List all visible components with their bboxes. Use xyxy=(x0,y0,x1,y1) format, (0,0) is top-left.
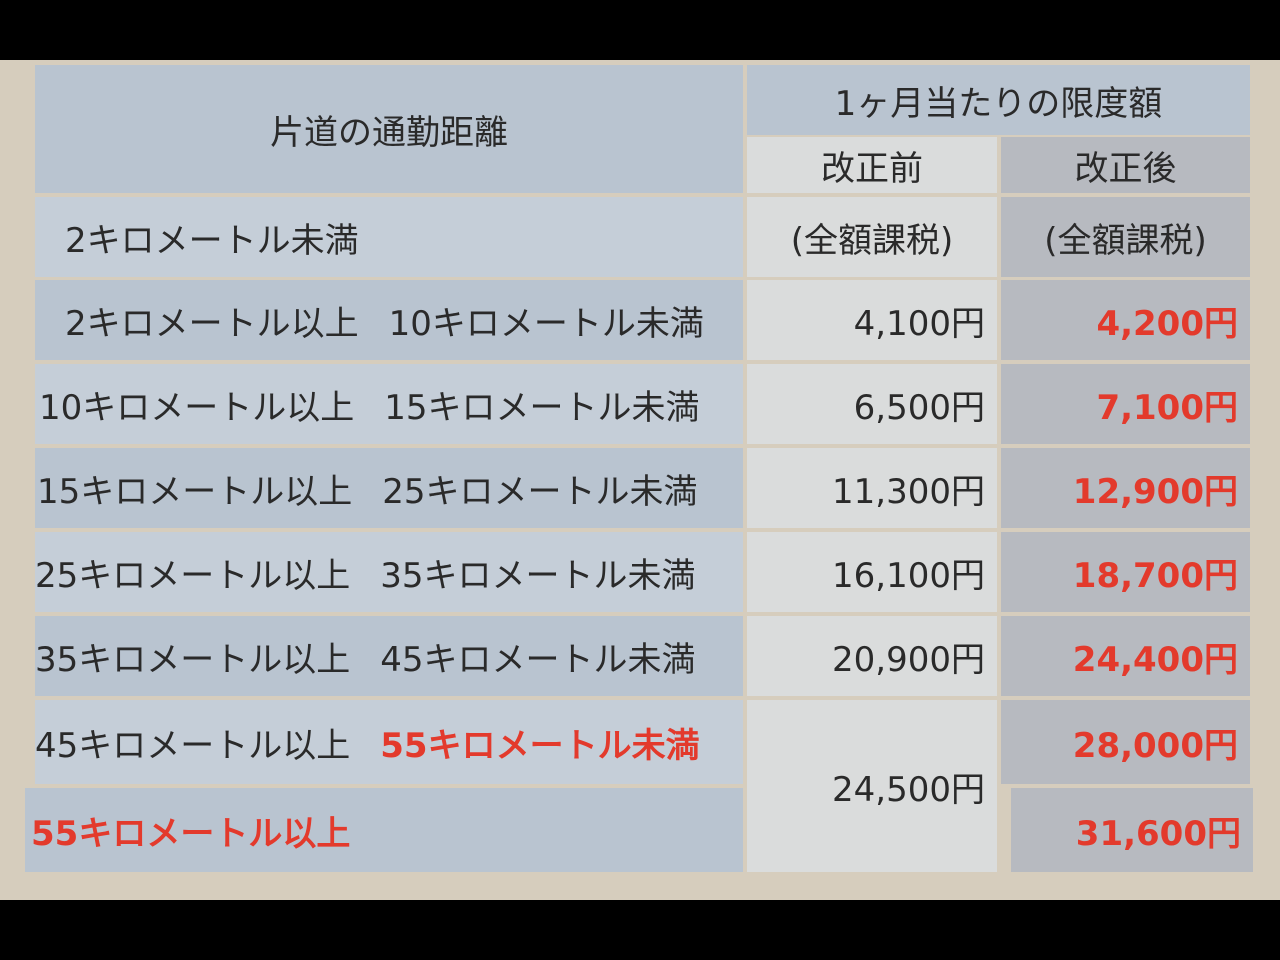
header-before: 改正前 xyxy=(747,137,997,193)
table-row-distance: 15キロメートル以上 25キロメートル未満 xyxy=(35,448,743,528)
distance-from: 2キロメートル未満 xyxy=(65,220,359,261)
distance-from: 2キロメートル以上 xyxy=(65,303,359,344)
header-distance: 片道の通勤距離 xyxy=(35,65,743,193)
distance-to: 45キロメートル未満 xyxy=(380,639,696,680)
before-value: (全額課税) xyxy=(747,197,997,277)
before-value: 16,100円 xyxy=(747,532,997,612)
after-value: 28,000円 xyxy=(1001,700,1250,784)
before-value-merged: 24,500円 xyxy=(747,700,997,872)
table-row-distance: 55キロメートル以上 xyxy=(25,788,743,872)
distance-from: 45キロメートル以上 xyxy=(35,725,351,766)
after-value: 4,200円 xyxy=(1001,280,1250,360)
after-value: 31,600円 xyxy=(1011,788,1253,872)
header-limit: 1ヶ月当たりの限度額 xyxy=(747,65,1250,135)
distance-from: 35キロメートル以上 xyxy=(35,639,351,680)
table-row-distance: 2キロメートル未満 xyxy=(35,197,743,277)
table-row-distance: 10キロメートル以上 15キロメートル未満 xyxy=(35,364,743,444)
table-row-distance: 35キロメートル以上 45キロメートル未満 xyxy=(35,616,743,696)
after-value: 18,700円 xyxy=(1001,532,1250,612)
table-row-distance: 25キロメートル以上 35キロメートル未満 xyxy=(35,532,743,612)
table-row-distance: 45キロメートル以上 55キロメートル未満 xyxy=(35,700,743,784)
before-value: 6,500円 xyxy=(747,364,997,444)
before-value: 20,900円 xyxy=(747,616,997,696)
distance-from: 25キロメートル以上 xyxy=(35,555,351,596)
before-value: 4,100円 xyxy=(747,280,997,360)
header-after: 改正後 xyxy=(1001,137,1250,193)
distance-to: 25キロメートル未満 xyxy=(382,471,698,512)
distance-from: 15キロメートル以上 xyxy=(37,471,353,512)
before-value: 11,300円 xyxy=(747,448,997,528)
document-photo: 片道の通勤距離 1ヶ月当たりの限度額 改正前 改正後 2キロメートル未満 (全額… xyxy=(0,60,1280,900)
after-value: 24,400円 xyxy=(1001,616,1250,696)
distance-to: 55キロメートル未満 xyxy=(380,725,700,766)
after-value: 12,900円 xyxy=(1001,448,1250,528)
table-row-distance: 2キロメートル以上 10キロメートル未満 xyxy=(35,280,743,360)
after-value: (全額課税) xyxy=(1001,197,1250,277)
after-value: 7,100円 xyxy=(1001,364,1250,444)
distance-from: 55キロメートル以上 xyxy=(31,813,351,854)
distance-from: 10キロメートル以上 xyxy=(39,387,355,428)
distance-to: 10キロメートル未満 xyxy=(388,303,704,344)
distance-to: 35キロメートル未満 xyxy=(380,555,696,596)
distance-to: 15キロメートル未満 xyxy=(384,387,700,428)
